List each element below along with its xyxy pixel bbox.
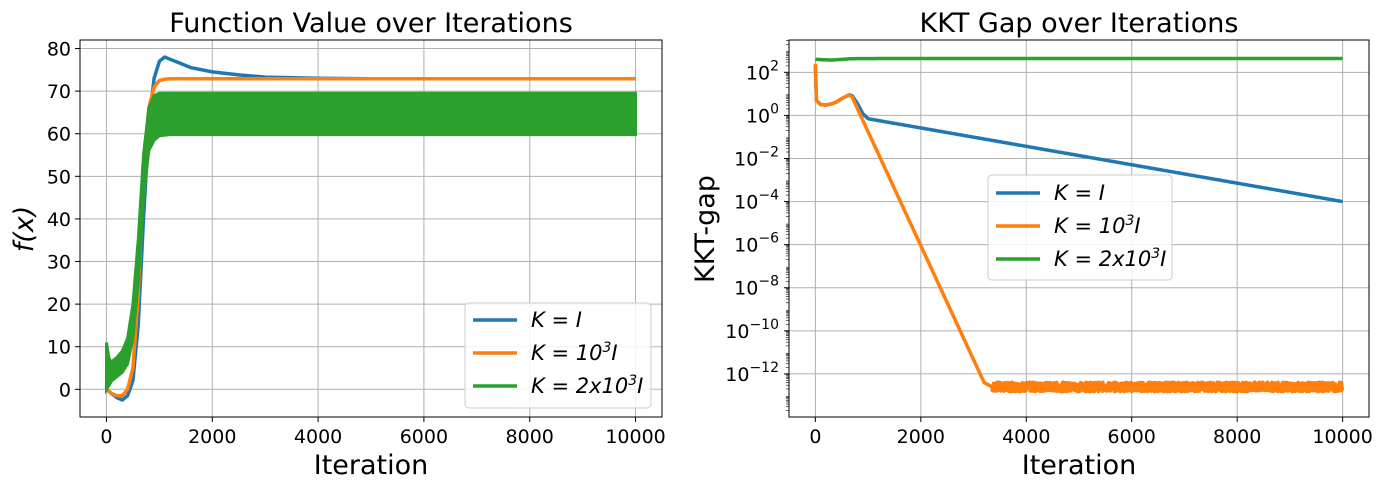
x-tick-label: 10000 — [605, 426, 665, 448]
x-tick-label: 6000 — [1108, 426, 1156, 448]
y-tick-label: 10−4 — [734, 188, 779, 214]
x-tick-label: 4000 — [294, 426, 342, 448]
chart-right-xlabel: Iteration — [1022, 450, 1137, 481]
y-tick-label: 70 — [47, 81, 71, 103]
legend-label: K = 2x103I — [1054, 246, 1166, 271]
x-tick-label: 2000 — [897, 426, 945, 448]
series-line-k-10e3 — [813, 63, 1345, 394]
chart-left-ylabel: f(x) — [9, 206, 40, 253]
y-tick-label: 100 — [746, 101, 779, 127]
series-line-k-10e3 — [105, 77, 636, 398]
chart-right-series — [813, 56, 1345, 394]
chart-right-legend: K = I K = 103I K = 2x103I — [987, 174, 1173, 281]
chart-left-legend: K = I K = 103I K = 2x103I — [464, 302, 652, 409]
chart-right-ylabel: KKT-gap — [690, 175, 721, 283]
y-tick-label: 50 — [47, 166, 71, 188]
chart-left-frame — [79, 39, 663, 418]
y-tick-label: 10−2 — [734, 144, 779, 170]
series-line-k-i — [813, 65, 1344, 204]
y-tick-label: 30 — [47, 252, 71, 274]
y-tick-label: 10 — [47, 337, 71, 359]
legend-label: K = I — [531, 308, 582, 332]
x-tick-label: 0 — [100, 426, 112, 448]
chart-left-series — [105, 55, 637, 402]
chart-left-legend-box — [464, 302, 652, 409]
chart-right: KKT Gap over Iterations 0 2000 4000 6000 800… — [690, 8, 1373, 481]
chart-left: Function Value over Iterations 0 2000 4000… — [9, 8, 666, 481]
chart-left-title: Function Value over Iterations — [169, 8, 573, 39]
series-line-k-2x10e3 — [814, 56, 1344, 62]
x-tick-label: 0 — [809, 426, 821, 448]
y-tick-label: 10−10 — [725, 317, 779, 343]
y-tick-label: 20 — [47, 294, 71, 316]
y-tick-label: 40 — [47, 209, 71, 231]
x-tick-label: 4000 — [1002, 426, 1050, 448]
x-tick-label: 8000 — [506, 426, 554, 448]
y-tick-label: 102 — [746, 58, 779, 84]
chart-right-title: KKT Gap over Iterations — [920, 8, 1239, 39]
legend-label: K = 2x103I — [531, 373, 643, 398]
legend-label: K = 103I — [1054, 213, 1141, 238]
y-tick-label: 80 — [47, 39, 71, 61]
x-tick-label: 6000 — [400, 426, 448, 448]
x-tick-label: 10000 — [1312, 426, 1372, 448]
chart-right-ticks: 0 2000 4000 6000 8000 10000 102 100 10−2 10−4 10−6… — [725, 40, 1373, 448]
x-tick-label: 8000 — [1213, 426, 1261, 448]
y-tick-label: 10−8 — [734, 274, 779, 300]
x-tick-label: 2000 — [188, 426, 236, 448]
chart-right-legend-box — [987, 174, 1173, 281]
chart-left-ylabel-text: f(x) — [9, 206, 40, 253]
y-tick-label: 10−12 — [725, 360, 779, 386]
y-tick-label: 0 — [59, 379, 71, 401]
y-tick-label: 60 — [47, 124, 71, 146]
chart-left-xlabel: Iteration — [314, 450, 429, 481]
legend-label: K = 103I — [531, 340, 618, 365]
legend-label: K = I — [1054, 181, 1105, 205]
y-tick-label: 10−6 — [734, 231, 779, 257]
series-band-k-2x10e3 — [105, 91, 637, 395]
chart-left-ticks: 0 2000 4000 6000 8000 10000 0 10 20 30 40 50 60 70 80 — [47, 39, 666, 448]
chart-right-frame — [788, 39, 1370, 418]
